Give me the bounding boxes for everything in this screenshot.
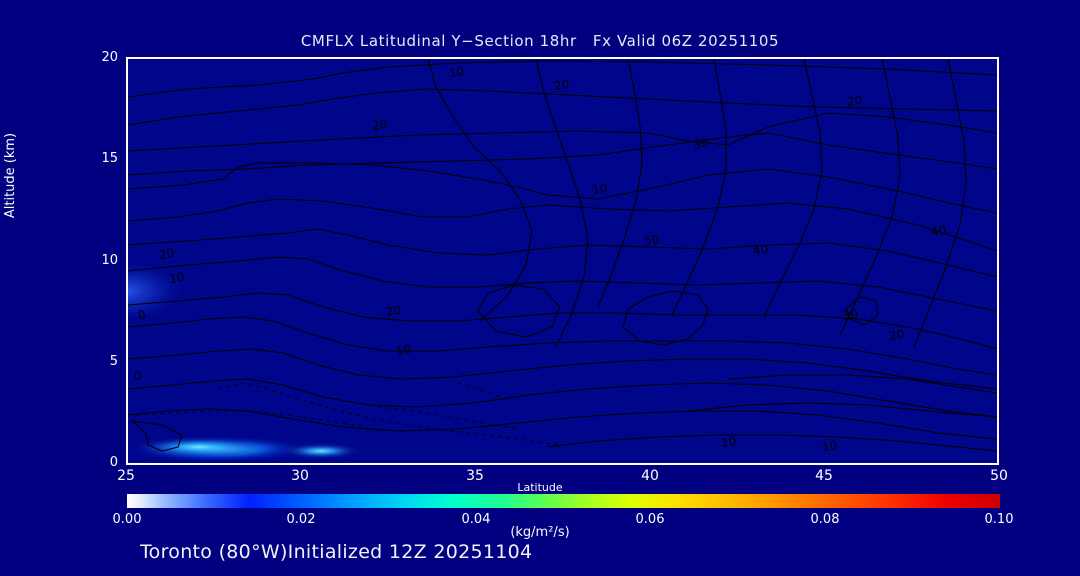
contour-label: 10	[447, 64, 466, 81]
contour-lines-negative	[128, 382, 559, 446]
footer-caption: Toronto (80°W)Initialized 12Z 20251104	[140, 541, 533, 563]
y-tick-10: 10	[101, 253, 118, 268]
x-tick-50: 50	[990, 468, 1008, 484]
surface-plume-secondary	[281, 443, 361, 459]
x-tick-25: 25	[117, 468, 135, 484]
colorbar-gradient	[127, 494, 1000, 508]
x-tick-30: 30	[291, 468, 309, 484]
y-axis-title: Altitude (km)	[3, 132, 19, 219]
contour-label: 20	[845, 92, 864, 110]
colorbar	[127, 494, 1000, 508]
contour-label: 20	[157, 245, 176, 263]
colorbar-tick-3: 0.06	[635, 512, 665, 527]
colorbar-tick-0: 0.00	[112, 512, 142, 527]
colorbar-tick-4: 0.08	[810, 512, 840, 527]
surface-plume-south-core	[136, 437, 260, 457]
contour-label: 50	[643, 231, 661, 248]
plot-canvas	[128, 59, 997, 463]
colorbar-tick-1: 0.02	[286, 512, 316, 527]
contour-label: 10	[821, 437, 839, 454]
y-tick-15: 15	[101, 151, 118, 166]
x-axis-title: Latitude	[517, 481, 563, 494]
y-tick-20: 20	[101, 50, 118, 65]
y-tick-5: 5	[109, 354, 118, 369]
y-tick-0: 0	[109, 455, 118, 470]
plot-area	[126, 57, 999, 465]
plot-background	[128, 59, 997, 463]
contour-label: 20	[384, 302, 403, 320]
colorbar-tick-5: 0.10	[984, 512, 1014, 527]
x-tick-35: 35	[466, 468, 484, 484]
contour-lines	[128, 59, 997, 452]
contour-label: 10	[590, 180, 609, 197]
colorbar-tick-2: 0.04	[461, 512, 491, 527]
contour-label: 30	[842, 306, 860, 324]
x-tick-45: 45	[815, 468, 833, 484]
contour-label: 10	[395, 341, 413, 358]
contour-label: 20	[552, 76, 570, 93]
contour-label: 10	[720, 433, 738, 450]
chart-title: CMFLX Latitudinal Y−Section 18hr Fx Vali…	[300, 32, 780, 50]
contour-label: 30	[692, 135, 710, 152]
contour-label: 40	[751, 241, 769, 259]
x-tick-40: 40	[641, 468, 659, 484]
colorbar-units: (kg/m²/s)	[510, 525, 570, 540]
